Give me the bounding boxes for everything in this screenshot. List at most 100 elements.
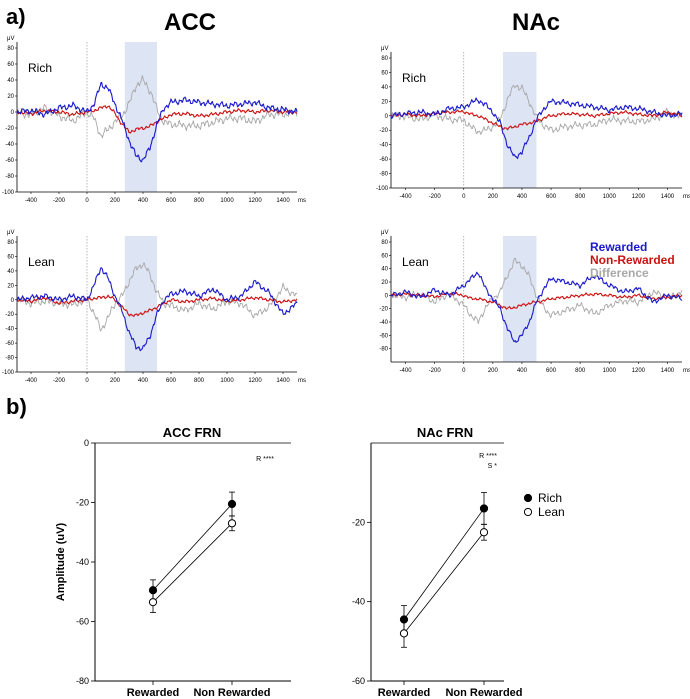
y-tick-label: 20 xyxy=(381,280,388,286)
x-axis-unit: ms xyxy=(683,194,690,200)
x-tick-label: 200 xyxy=(110,198,121,204)
stat-annotation: R **** xyxy=(256,456,274,463)
difference-trace xyxy=(16,262,298,332)
x-tick-label: 800 xyxy=(575,368,586,374)
y-tick-label: -80 xyxy=(379,172,388,178)
y-tick-label: 0 xyxy=(385,114,389,120)
condition-label: Lean xyxy=(402,255,429,269)
x-tick-label: 800 xyxy=(194,198,205,204)
rewarded-trace xyxy=(390,271,683,343)
x-tick-label: 600 xyxy=(166,198,177,204)
y-tick-label: -80 xyxy=(5,356,14,362)
y-tick-label: -40 xyxy=(5,327,14,333)
y-tick-label: 60 xyxy=(7,254,14,260)
legend-marker-rich xyxy=(523,493,533,503)
lean-point xyxy=(148,598,158,607)
x-tick-label: -400 xyxy=(25,198,38,204)
x-tick-label: 1400 xyxy=(661,368,675,374)
x-tick-label: 1000 xyxy=(220,378,234,384)
y-tick-label: -60 xyxy=(5,341,14,347)
panel-label-a: a) xyxy=(6,4,26,29)
y-tick-label: -80 xyxy=(76,676,89,686)
y-tick-label: -100 xyxy=(2,190,15,196)
y-tick-label: 80 xyxy=(381,56,388,62)
x-tick-label: 1400 xyxy=(661,194,675,200)
y-axis-unit: μV xyxy=(381,230,388,236)
y-tick-label: 60 xyxy=(381,253,388,259)
y-tick-label: -80 xyxy=(5,174,14,180)
x-tick-label: 1400 xyxy=(276,198,290,204)
x-tick-label: -400 xyxy=(25,378,38,384)
fixed-window-shading xyxy=(503,236,537,362)
y-tick-label: -80 xyxy=(379,347,388,353)
x-tick-label: 1400 xyxy=(276,378,290,384)
y-tick-label: 0 xyxy=(84,438,89,448)
y-tick-label: -60 xyxy=(379,157,388,163)
legend-marker-lean xyxy=(523,507,533,517)
y-axis-unit: μV xyxy=(7,230,14,236)
fixed-window-shading xyxy=(124,236,157,372)
rewarded-trace xyxy=(16,81,298,163)
x-tick-label: 0 xyxy=(462,194,466,200)
lean-connector xyxy=(403,532,485,634)
difference-trace xyxy=(390,84,683,135)
fixed-window-shading xyxy=(124,42,157,192)
frn-title: ACC FRN xyxy=(163,425,222,440)
x-axis-unit: ms xyxy=(298,198,306,204)
x-tick-label: 800 xyxy=(575,194,586,200)
x-tick-label: 600 xyxy=(546,368,557,374)
x-tick-label: 200 xyxy=(488,368,499,374)
y-axis-label: Amplitude (uV) xyxy=(55,523,67,602)
legend-lean: Lean xyxy=(538,505,565,519)
y-tick-label: -100 xyxy=(2,370,15,376)
y-tick-label: -60 xyxy=(379,333,388,339)
x-tick-label: 0 xyxy=(85,198,89,204)
y-tick-label: -20 xyxy=(379,128,388,134)
y-tick-label: 20 xyxy=(7,94,14,100)
x-tick-label: -200 xyxy=(53,378,66,384)
y-tick-label: -60 xyxy=(5,158,14,164)
x-tick-label: -200 xyxy=(429,194,442,200)
legend-non-rewarded: Non-Rewarded xyxy=(590,253,675,267)
x-tick-label: 200 xyxy=(488,194,499,200)
y-tick-label: -20 xyxy=(5,126,14,132)
x-category-label: Non Rewarded xyxy=(445,687,522,699)
difference-trace xyxy=(16,75,298,139)
y-tick-label: 60 xyxy=(381,70,388,76)
x-tick-label: 1000 xyxy=(603,194,617,200)
x-tick-label: 800 xyxy=(194,378,205,384)
condition-label: Rich xyxy=(402,71,426,85)
y-tick-label: -20 xyxy=(76,498,89,508)
x-tick-label: 0 xyxy=(462,368,466,374)
x-tick-label: -400 xyxy=(400,368,413,374)
y-tick-label: 60 xyxy=(7,62,14,68)
x-category-label: Rewarded xyxy=(378,687,431,699)
x-category-label: Non Rewarded xyxy=(193,687,270,699)
y-tick-label: -40 xyxy=(379,143,388,149)
y-tick-label: -20 xyxy=(379,307,388,313)
x-axis-unit: ms xyxy=(683,368,690,374)
y-tick-label: 0 xyxy=(385,293,389,299)
condition-label: Rich xyxy=(28,61,52,75)
difference-trace xyxy=(390,257,683,325)
stat-annotation: R **** xyxy=(479,453,497,460)
fixed-window-shading xyxy=(503,52,537,188)
legend-rich: Rich xyxy=(538,491,562,505)
lean-connector xyxy=(152,523,233,603)
y-tick-label: 40 xyxy=(381,85,388,91)
x-tick-label: 0 xyxy=(85,378,89,384)
y-tick-label: -20 xyxy=(352,517,365,527)
x-tick-label: 1200 xyxy=(248,378,262,384)
stat-annotation: S * xyxy=(488,463,498,470)
x-tick-label: -400 xyxy=(400,194,413,200)
region-title: NAc xyxy=(512,9,560,36)
legend-difference: Difference xyxy=(590,266,649,280)
legend-rewarded: Rewarded xyxy=(590,240,647,254)
x-axis-unit: ms xyxy=(298,378,306,384)
x-tick-label: 400 xyxy=(517,368,528,374)
y-tick-label: 40 xyxy=(381,267,388,273)
x-tick-label: 200 xyxy=(110,378,121,384)
y-tick-label: -40 xyxy=(379,320,388,326)
x-tick-label: 400 xyxy=(138,198,149,204)
rich-point xyxy=(479,504,489,513)
